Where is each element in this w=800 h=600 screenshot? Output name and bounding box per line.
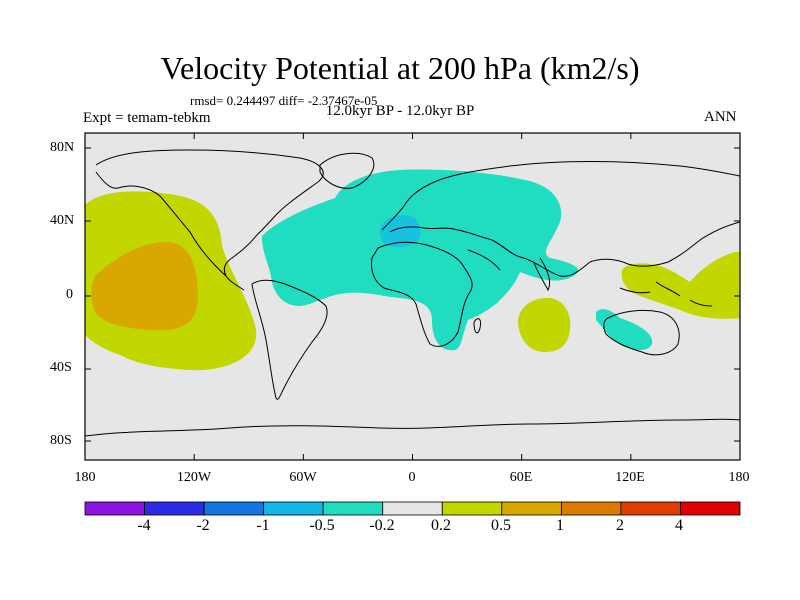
colorbar-swatch (382, 501, 443, 516)
indian-ocean-positive (518, 297, 571, 352)
lon-label: 120E (615, 470, 645, 485)
lon-label: 0 (408, 470, 416, 485)
experiment-label: Expt = temam-tebkm (83, 110, 211, 126)
colorbar-label: -4 (137, 517, 151, 534)
mediterranean-core (380, 214, 421, 248)
colorbar-swatch (203, 501, 265, 516)
colorbar-label: -0.2 (369, 517, 395, 534)
colorbar-label: -1 (256, 517, 270, 534)
lat-label: 80S (50, 433, 72, 448)
colorbar-label: 1 (556, 517, 564, 534)
lon-label: 60E (509, 470, 533, 485)
colorbar-label: 4 (675, 517, 683, 534)
west-pacific-positive (621, 252, 740, 319)
coastlines (85, 149, 740, 437)
colorbar-swatch (501, 501, 562, 516)
stats-label: rmsd= 0.244497 diff= -2.37467e-05 (190, 93, 378, 108)
lon-label: 180 (74, 470, 96, 485)
australia-negative (596, 309, 653, 350)
plot-title: Velocity Potential at 200 hPa (km2/s) (160, 50, 640, 86)
colorbar (84, 501, 741, 516)
colorbar-label: -2 (196, 517, 210, 534)
lon-label: 120W (176, 470, 212, 485)
colorbar-swatch (620, 501, 681, 516)
axis-ticks (84, 133, 741, 460)
colorbar-swatch (441, 501, 503, 516)
colorbar-swatch (263, 501, 324, 516)
lat-label: 0 (66, 287, 73, 302)
colorbar-swatch (84, 501, 145, 516)
lat-label: 40S (50, 360, 72, 375)
colorbar-swatch (560, 501, 622, 516)
lat-label: 80N (50, 140, 75, 155)
colorbar-swatch (144, 501, 205, 516)
colorbar-label: -0.5 (309, 517, 335, 534)
colorbar-label: 2 (616, 517, 624, 534)
central-pacific-core (91, 241, 198, 331)
colorbar-swatch (322, 501, 384, 516)
lon-label: 60W (289, 470, 317, 485)
colorbar-swatch (680, 501, 741, 516)
period-label: 12.0kyr BP - 12.0kyr BP (325, 103, 475, 119)
colorbar-label: 0.2 (431, 517, 451, 534)
lon-label: 180 (728, 470, 750, 485)
season-label: ANN (704, 109, 737, 125)
atlantic-africa-negative (262, 169, 579, 351)
lat-label: 40N (50, 213, 75, 228)
colorbar-label: 0.5 (491, 517, 511, 534)
